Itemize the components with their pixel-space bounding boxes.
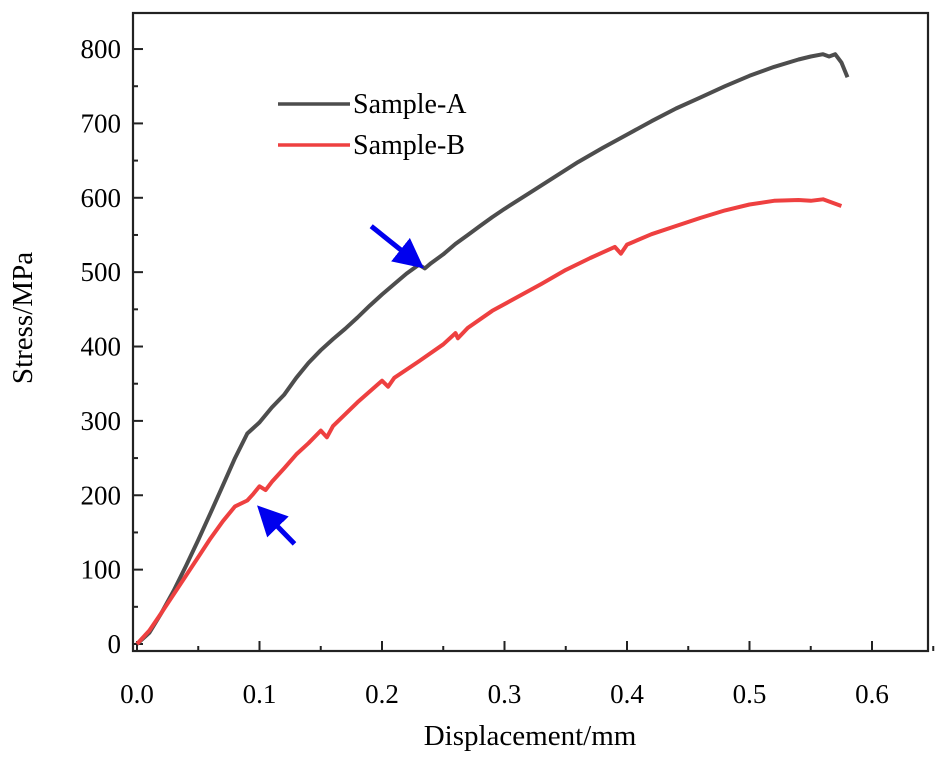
y-tick-label: 800	[81, 34, 122, 64]
x-tick-label: 0.2	[365, 679, 399, 709]
x-axis-title: Displacement/mm	[424, 720, 637, 752]
x-tick-label: 0.3	[488, 679, 522, 709]
series-layer	[135, 52, 850, 646]
legend: Sample-A Sample-B	[278, 89, 467, 161]
y-axis-title: Stress/MPa	[7, 252, 39, 384]
x-tick-label: 0.1	[243, 679, 277, 709]
y-tick-label: 100	[81, 555, 122, 585]
x-axis-ticks: 0.0 0.1 0.2 0.3 0.4 0.5 0.6	[120, 641, 935, 709]
y-tick-label: 500	[81, 257, 122, 287]
x-tick-label: 0.4	[610, 679, 644, 709]
y-tick-label: 200	[81, 480, 122, 510]
annotation-arrow	[369, 224, 424, 269]
annotation-arrow	[257, 505, 297, 546]
legend-label-sample-a: Sample-A	[353, 89, 467, 120]
y-tick-label: 400	[81, 332, 122, 362]
x-tick-label: 0.5	[733, 679, 767, 709]
series-line-sample-a	[135, 52, 850, 646]
series-line-sample-b	[135, 197, 843, 646]
x-tick-label: 0.0	[120, 679, 154, 709]
legend-label-sample-b: Sample-B	[353, 130, 465, 161]
x-tick-label: 0.6	[855, 679, 889, 709]
y-tick-label: 0	[108, 629, 122, 659]
annotation-layer	[257, 224, 424, 546]
y-tick-label: 700	[81, 108, 122, 138]
y-tick-label: 300	[81, 406, 122, 436]
y-axis-ticks: 0 100 200 300 400 500 600 700 800	[81, 34, 143, 659]
y-tick-label: 600	[81, 183, 122, 213]
plot-frame	[131, 11, 930, 653]
